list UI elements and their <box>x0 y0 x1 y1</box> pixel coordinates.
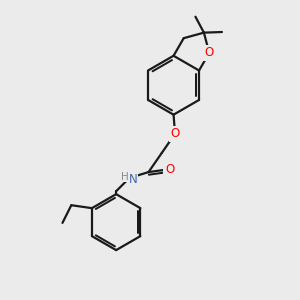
Text: O: O <box>165 163 174 176</box>
Text: O: O <box>205 46 214 59</box>
Text: N: N <box>128 173 137 186</box>
Text: O: O <box>170 127 180 140</box>
Text: H: H <box>121 172 129 182</box>
